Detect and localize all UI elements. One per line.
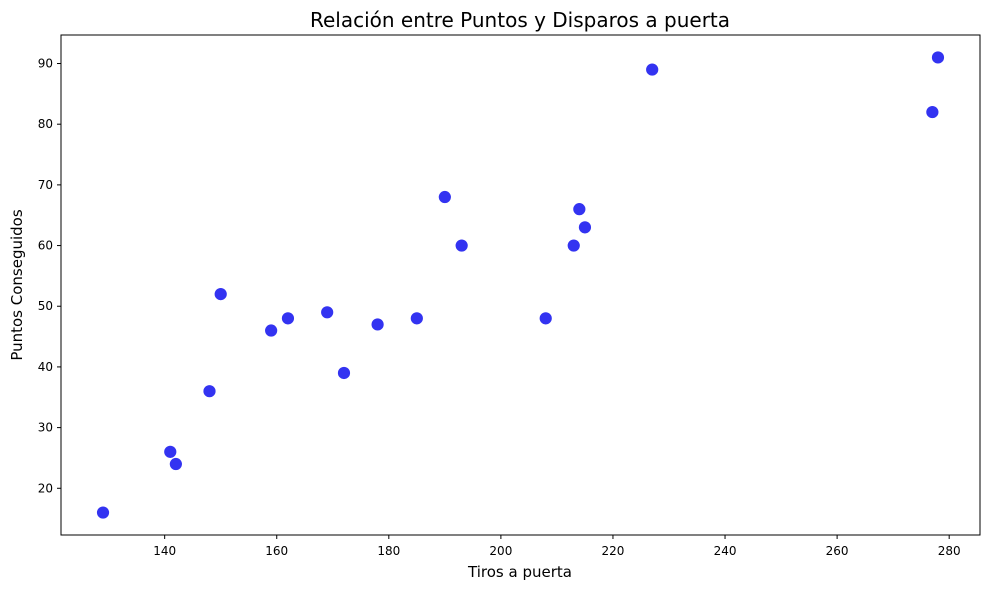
scatter-point: [572, 202, 587, 217]
x-tick-label: 160: [265, 544, 288, 558]
scatter-point: [264, 323, 279, 338]
chart-title: Relación entre Puntos y Disparos a puert…: [310, 8, 730, 32]
scatter-point: [409, 311, 424, 326]
scatter-point: [202, 384, 217, 399]
scatter-point: [168, 457, 183, 471]
scatter-point: [931, 50, 945, 65]
scatter-point: [281, 311, 295, 326]
y-tick-label: 90: [38, 57, 53, 71]
x-axis: 140 160 180 200 220 240 260 280: [153, 535, 961, 558]
scatter-point: [96, 505, 110, 520]
x-tick-label: 140: [153, 544, 176, 558]
scatter-point: [437, 190, 452, 204]
scatter-point: [578, 220, 592, 235]
scatter-point: [213, 287, 228, 302]
scatter-point: [645, 62, 660, 77]
y-tick-label: 70: [38, 178, 53, 192]
y-tick-label: 80: [38, 117, 53, 131]
scatter-point: [320, 305, 335, 320]
plot-frame: [60, 34, 981, 536]
x-tick-label: 200: [489, 544, 512, 558]
scatter-point: [925, 105, 940, 119]
plot-area: [60, 34, 981, 536]
y-tick-label: 30: [38, 421, 53, 435]
x-axis-label: Tiros a puerta: [467, 563, 572, 581]
x-tick-label: 260: [826, 544, 849, 558]
scatter-point: [566, 238, 581, 253]
x-tick-label: 240: [714, 544, 737, 558]
y-tick-label: 50: [38, 299, 53, 313]
y-tick-label: 20: [38, 481, 53, 495]
x-tick-label: 220: [602, 544, 625, 558]
scatter-point: [538, 311, 553, 326]
scatter-point: [454, 238, 469, 253]
scatter-point: [370, 317, 385, 332]
y-tick-label: 40: [38, 360, 53, 374]
y-axis: 20 30 40 50 60 70 80 90: [38, 57, 61, 495]
scatter-point: [337, 366, 351, 380]
scatter-point: [163, 444, 178, 459]
y-tick-label: 60: [38, 239, 53, 253]
x-tick-label: 280: [938, 544, 961, 558]
data-points: [96, 50, 945, 520]
x-tick-label: 180: [377, 544, 400, 558]
y-axis-label: Puntos Conseguidos: [8, 209, 26, 361]
